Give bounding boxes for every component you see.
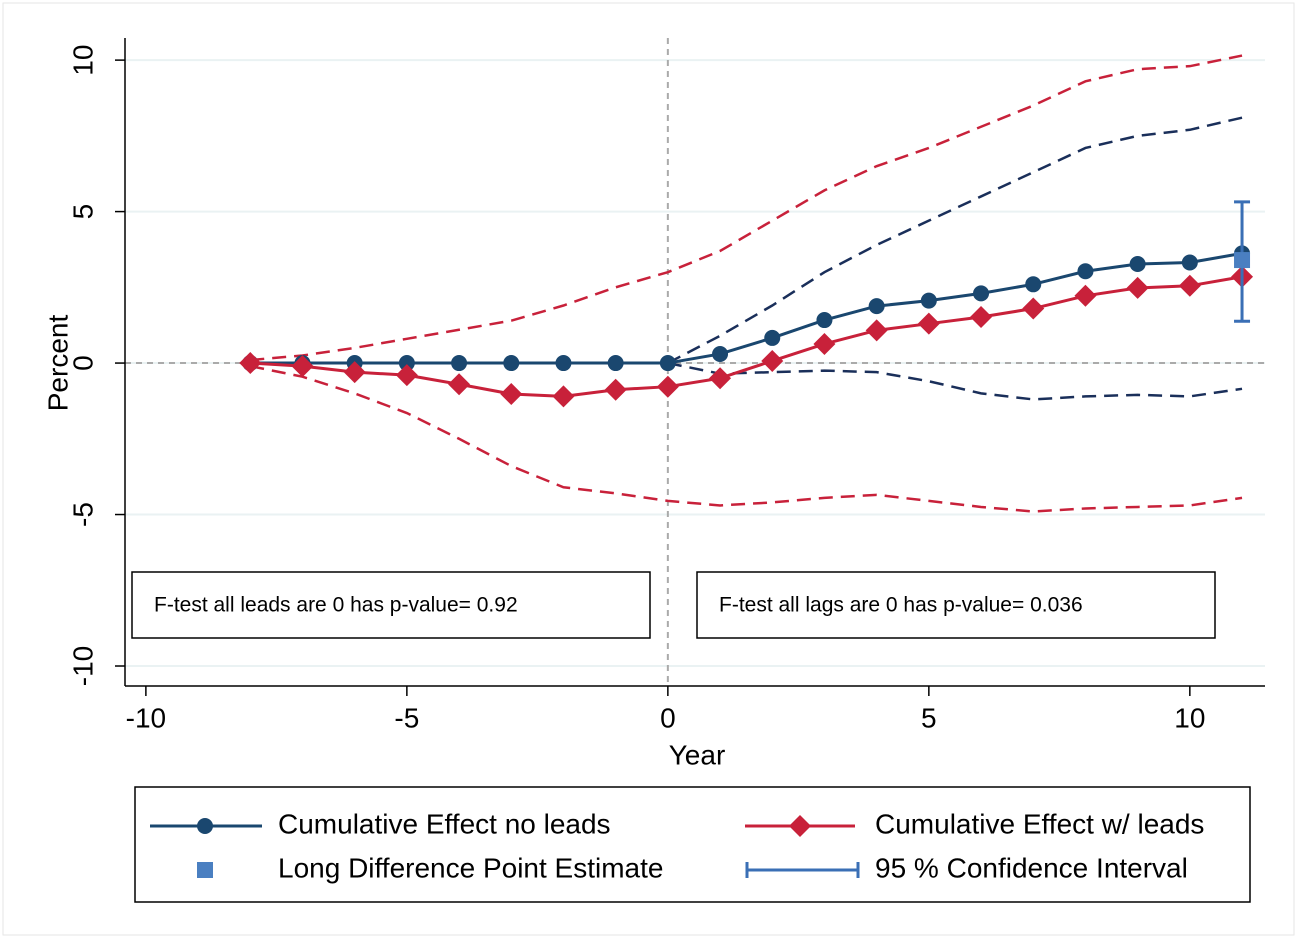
x-tick-label: 5 bbox=[921, 702, 937, 733]
marker bbox=[398, 355, 415, 372]
marker bbox=[291, 355, 314, 378]
marker bbox=[789, 815, 811, 837]
marker bbox=[813, 332, 836, 355]
x-tick-label: -10 bbox=[126, 702, 166, 733]
ci-line bbox=[250, 54, 1243, 362]
ci-line bbox=[667, 361, 1243, 401]
marker bbox=[1178, 274, 1201, 297]
marker bbox=[764, 329, 781, 346]
legend-label: Cumulative Effect w/ leads bbox=[875, 808, 1204, 839]
annotation-box bbox=[131, 571, 651, 639]
y-tick-label: -10 bbox=[67, 646, 98, 686]
marker bbox=[239, 352, 262, 375]
marker bbox=[555, 355, 572, 372]
marker bbox=[552, 385, 575, 408]
marker bbox=[197, 862, 213, 878]
legend-label: Long Difference Point Estimate bbox=[278, 852, 663, 883]
marker bbox=[395, 364, 418, 387]
marker bbox=[659, 355, 676, 372]
y-tick-label: 0 bbox=[67, 355, 98, 371]
marker bbox=[917, 312, 940, 335]
legend-label: Cumulative Effect no leads bbox=[278, 808, 611, 839]
annotation-box bbox=[696, 571, 1216, 639]
x-tick-label: 10 bbox=[1174, 702, 1205, 733]
marker bbox=[656, 375, 679, 398]
y-tick-label: -5 bbox=[67, 502, 98, 527]
marker bbox=[1181, 254, 1198, 271]
marker bbox=[1022, 297, 1045, 320]
series-line bbox=[250, 251, 1243, 365]
marker bbox=[448, 373, 471, 396]
marker bbox=[500, 382, 523, 405]
marker bbox=[868, 298, 885, 315]
marker bbox=[1077, 263, 1094, 280]
marker bbox=[973, 285, 990, 302]
marker bbox=[712, 345, 729, 362]
legend bbox=[134, 786, 1251, 903]
marker bbox=[343, 361, 366, 384]
marker bbox=[761, 349, 784, 372]
marker bbox=[607, 355, 624, 372]
y-tick-label: 10 bbox=[67, 45, 98, 76]
marker bbox=[503, 355, 520, 372]
x-tick-label: 0 bbox=[660, 702, 676, 733]
marker bbox=[970, 306, 993, 329]
marker bbox=[1126, 276, 1149, 299]
y-tick-label: 5 bbox=[67, 204, 98, 220]
x-axis-label: Year bbox=[669, 739, 726, 770]
marker bbox=[451, 355, 468, 372]
annotation: F-test all lags are 0 has p-value= 0.036 bbox=[719, 594, 1083, 617]
marker bbox=[1025, 276, 1042, 293]
legend-label: 95 % Confidence Interval bbox=[875, 852, 1188, 883]
marker bbox=[1074, 284, 1097, 307]
marker bbox=[709, 367, 732, 390]
y-axis-label: Percent bbox=[42, 315, 73, 412]
marker bbox=[604, 378, 627, 401]
annotation: F-test all leads are 0 has p-value= 0.92 bbox=[154, 594, 518, 617]
marker bbox=[865, 319, 888, 342]
ci-line bbox=[667, 116, 1243, 365]
marker bbox=[1129, 255, 1146, 272]
marker bbox=[1234, 252, 1251, 269]
x-tick-label: -5 bbox=[394, 702, 419, 733]
marker bbox=[197, 818, 213, 834]
marker bbox=[816, 312, 833, 329]
marker bbox=[920, 292, 937, 309]
